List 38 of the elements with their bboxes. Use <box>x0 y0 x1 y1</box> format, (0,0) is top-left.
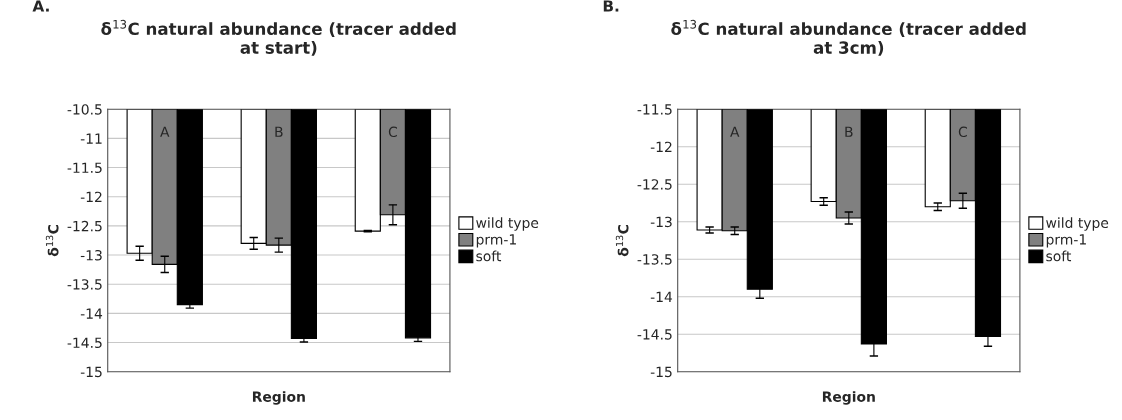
y-tick-label: -11.5 <box>637 104 672 115</box>
y-tick-label: -14.5 <box>67 337 102 349</box>
x-tick-label: A <box>730 126 740 137</box>
y-tick-label: -13.5 <box>637 254 672 265</box>
legend-label: soft <box>1046 250 1072 262</box>
y-axis-title: δ$^{13}$C <box>615 225 629 257</box>
text: B. <box>603 0 619 12</box>
y-tick-label: -12 <box>80 191 102 202</box>
text: A. <box>32 0 49 12</box>
y-tick-label: -15 <box>650 366 672 378</box>
y-tick-label: -15 <box>80 366 102 378</box>
y-tick-label: -12.5 <box>637 179 672 190</box>
y-tick-label: -10.5 <box>67 104 102 115</box>
y-tick-label: -12.5 <box>67 220 102 232</box>
x-tick-label: A <box>160 126 170 137</box>
y-tick-label: -12 <box>650 141 672 152</box>
y-tick-label: -11 <box>80 133 102 144</box>
x-axis-title: Region <box>822 391 875 405</box>
chart-title: δ$^{13}$C natural abundance (tracer added at start) <box>101 19 456 56</box>
legend-label: prm-1 <box>1046 234 1086 248</box>
y-tick-label: -13 <box>650 216 672 228</box>
x-tick-label: B <box>845 126 853 137</box>
y-tick-label: -14 <box>650 291 673 302</box>
y-tick-label: -13 <box>80 250 102 261</box>
y-tick-label: -14 <box>80 308 103 319</box>
y-axis-title: δ$^{13}$C <box>45 225 59 257</box>
y-tick-label: -13.5 <box>67 279 102 290</box>
x-tick-label: B <box>275 126 283 137</box>
y-tick-label: -14.5 <box>637 329 672 340</box>
x-axis-title: Region <box>252 391 305 405</box>
x-tick-label: C <box>388 126 397 138</box>
y-tick-label: -11.5 <box>67 162 102 174</box>
legend-label: soft <box>476 250 502 262</box>
x-tick-label: C <box>958 126 967 138</box>
legend-label: prm-1 <box>476 234 516 248</box>
legend-label: wild type <box>476 217 539 231</box>
legend-label: wild type <box>1046 217 1109 231</box>
chart-title: δ$^{13}$C natural abundance (tracer added at 3cm) <box>671 19 1026 56</box>
